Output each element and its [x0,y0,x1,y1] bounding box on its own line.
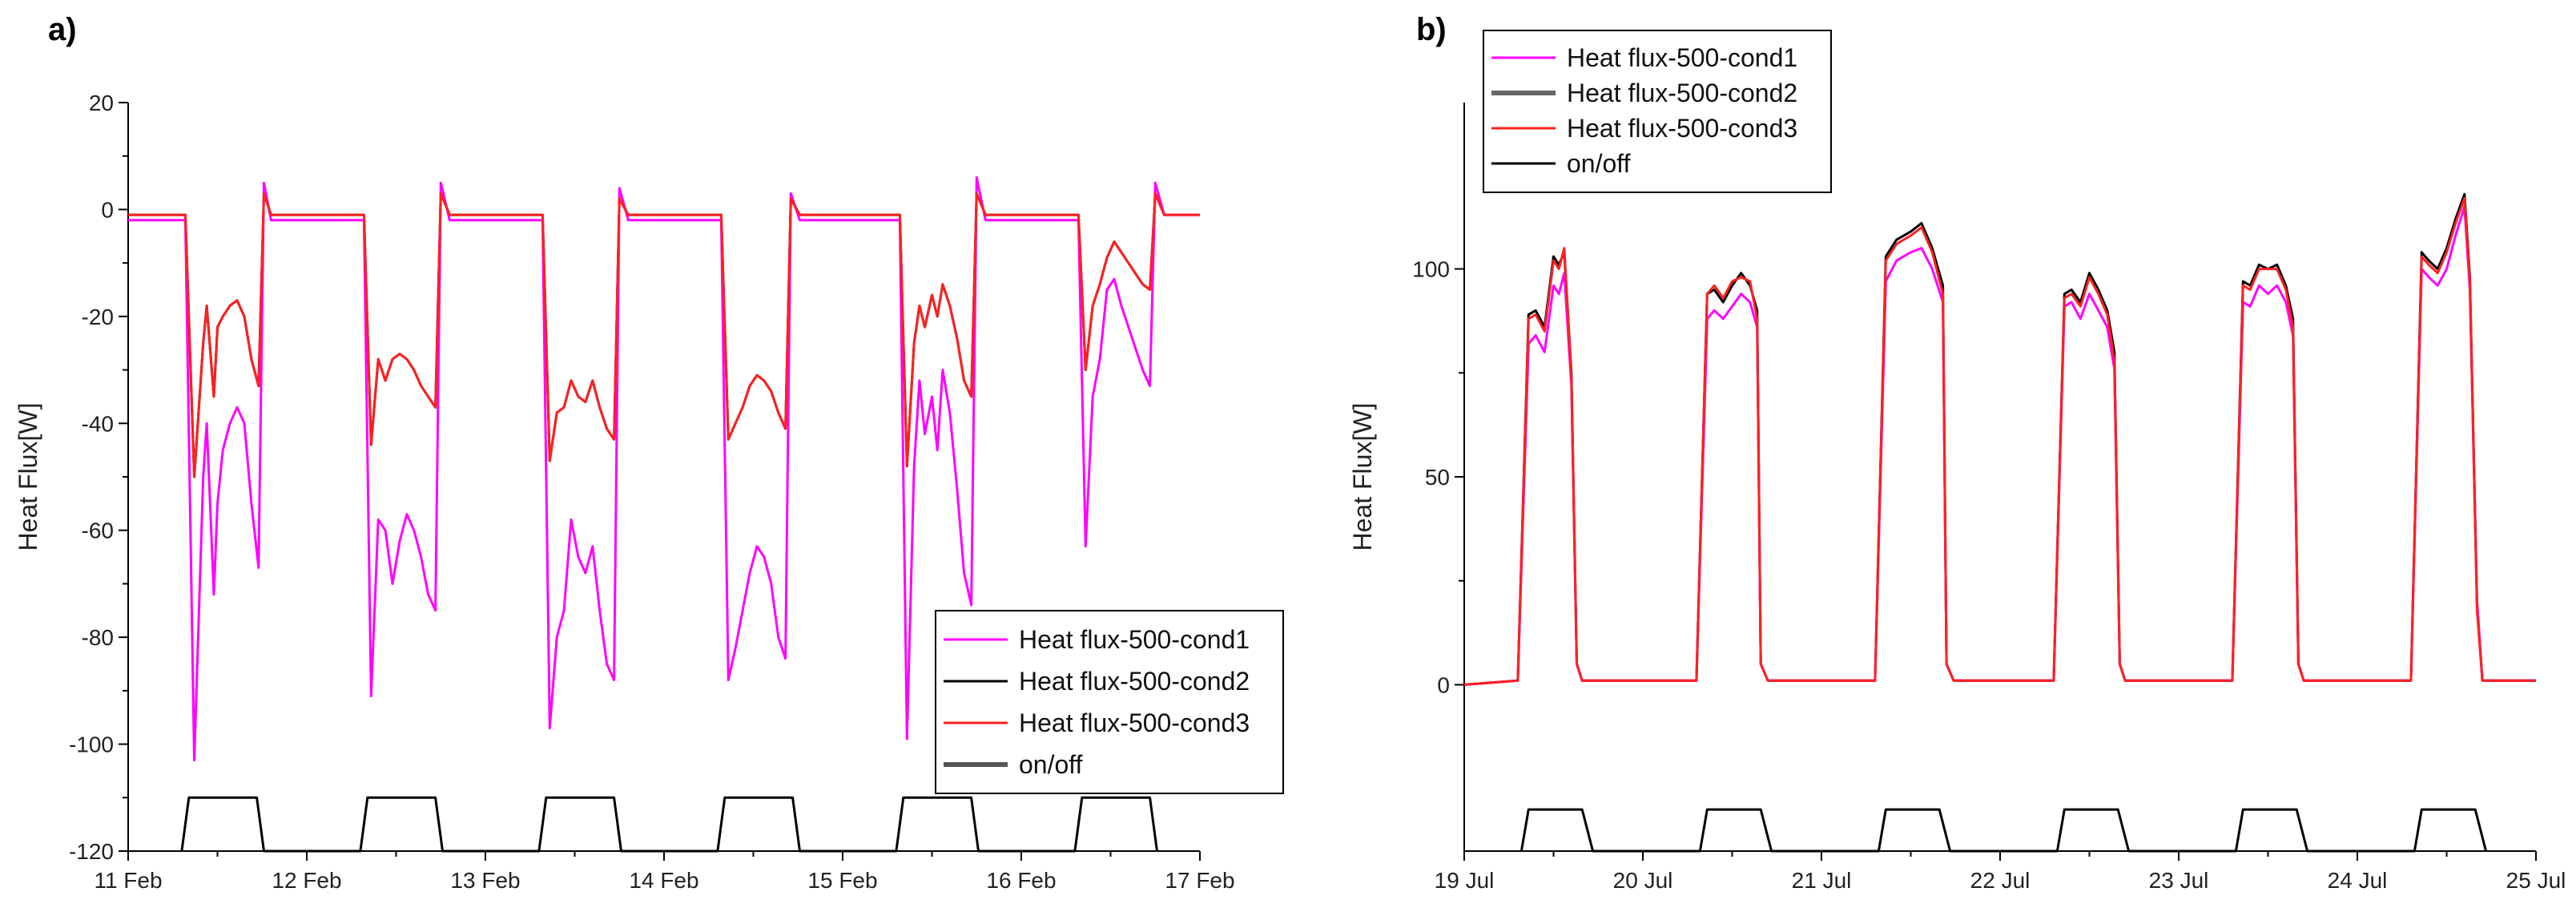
series-line-heat-flux-500-cond3 [1463,196,2536,686]
series-line-heat-flux-500-cond2 [128,192,1200,478]
y-tick-label: -80 [82,625,114,650]
x-tick-label: 19 Jul [1435,868,1495,893]
series-line-heat-flux-500-cond1 [128,176,1200,762]
x-tick-label: 24 Jul [2328,868,2388,893]
panel-label: b) [1416,12,1447,47]
y-axis-title: Heat Flux[W] [14,403,42,551]
y-tick-label: -60 [82,519,114,543]
legend-label: Heat flux-500-cond1 [1567,43,1797,72]
series-line-on-off [180,796,1158,853]
x-tick-label: 21 Jul [1792,868,1852,893]
panel-b: b) Heat Flux[W] 100 50 0 19 Jul 20 Jul 21 Jul 22… [1348,12,2566,893]
x-tick-label: 20 Jul [1613,868,1673,893]
y-tick-label: -20 [82,305,114,329]
legend-label: Heat flux-500-cond3 [1567,114,1797,143]
legend-label: Heat flux-500-cond2 [1567,79,1797,107]
panel-label: a) [48,12,77,47]
x-tick-label: 16 Feb [986,868,1056,893]
panel-a: a) Heat Flux[W] 20 0 -20 -40 -60 -80 -100 -120 11 … [14,12,1284,893]
y-tick-label: 100 [1412,257,1450,282]
legend-label: Heat flux-500-cond1 [1019,625,1250,654]
legend-label: Heat flux-500-cond2 [1019,667,1250,696]
series-line-heat-flux-500-cond1 [1463,205,2536,686]
x-tick-label: 15 Feb [807,868,877,893]
x-tick-label: 13 Feb [450,868,520,893]
y-tick-label: -40 [82,411,114,436]
series-line-on-off [1519,808,2488,853]
x-tick-label: 11 Feb [94,868,162,893]
x-tick-label: 25 Jul [2506,868,2566,893]
legend-label: Heat flux-500-cond3 [1019,708,1250,737]
y-tick-label: -100 [69,732,114,757]
legend-label: on/off [1019,750,1083,779]
y-tick-label: -120 [69,839,114,864]
legend-label: on/off [1567,149,1631,178]
x-tick-label: 22 Jul [1970,868,2031,893]
y-tick-label: 20 [89,91,114,115]
series-line-heat-flux-500-cond2 [1463,192,2536,686]
y-axis-title: Heat Flux[W] [1348,403,1377,551]
y-tick-label: 50 [1425,465,1450,490]
x-tick-label: 17 Feb [1165,868,1234,893]
x-tick-label: 14 Feb [629,868,698,893]
y-tick-label: 0 [101,197,114,222]
series-line-heat-flux-500-cond3 [128,192,1200,478]
x-tick-label: 23 Jul [2149,868,2209,893]
y-tick-label: 0 [1437,672,1450,697]
x-tick-label: 12 Feb [272,868,341,893]
